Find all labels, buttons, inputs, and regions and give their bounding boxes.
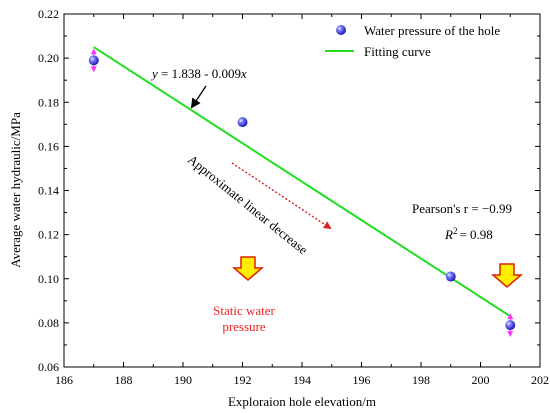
down-arrow-left — [231, 256, 265, 281]
trend-arrow — [231, 162, 332, 230]
x-tick-label: 198 — [412, 373, 430, 387]
y-tick-label: 0.16 — [38, 139, 59, 153]
y-tick-label: 0.08 — [38, 316, 59, 330]
x-tick-label: 200 — [472, 373, 490, 387]
y-tick-label: 0.12 — [38, 228, 59, 242]
tick-layer: 186 188 190 192 194 196 198 200 202 0.06 0.08 0.10 0… — [38, 7, 549, 387]
trend-annotation: Approximate linear decrease — [185, 152, 311, 258]
error-bar-cap-up — [507, 313, 514, 320]
x-tick-label: 190 — [174, 373, 192, 387]
y-tick-label: 0.14 — [38, 184, 59, 198]
y-tick-label: 0.22 — [38, 7, 59, 21]
x-tick-label: 188 — [115, 373, 133, 387]
y-axis-label: Average water hydraulic/MPa — [8, 112, 23, 268]
error-bar-cap-up — [90, 48, 97, 55]
y-tick-label: 0.10 — [38, 272, 59, 286]
x-tick-label: 196 — [353, 373, 371, 387]
x-tick-label: 194 — [293, 373, 311, 387]
y-tick-label: 0.18 — [38, 95, 59, 109]
y-tick-label: 0.20 — [38, 51, 59, 65]
down-arrow-right — [490, 263, 524, 288]
x-tick-label: 192 — [234, 373, 252, 387]
data-point — [237, 117, 248, 128]
x-tick-label: 186 — [55, 373, 73, 387]
legend-marker-points — [336, 25, 346, 35]
static-water-label-line1: Static water — [213, 303, 275, 318]
x-axis-label: Exploraion hole elevation/m — [228, 394, 376, 409]
legend-label-line: Fitting curve — [364, 44, 431, 59]
error-bar-cap-down — [90, 66, 97, 73]
legend: Water pressure of the hole Fitting curve — [325, 23, 500, 59]
y-tick-label: 0.06 — [38, 360, 59, 374]
data-point — [505, 320, 516, 331]
error-bar-cap-down — [507, 331, 514, 338]
data-point — [445, 271, 456, 282]
pearson-annotation: Pearson's r = −0.99 — [412, 201, 512, 216]
r2-annotation: R2 = 0.98 — [444, 226, 493, 242]
legend-label-points: Water pressure of the hole — [364, 23, 500, 38]
fitting-curve-line — [93, 46, 511, 318]
x-tick-label: 202 — [531, 373, 549, 387]
static-water-label-line2: pressure — [222, 319, 266, 334]
data-point — [88, 55, 99, 66]
plot-frame — [63, 13, 541, 368]
equation-pointer-arrow — [190, 85, 207, 109]
series-layer — [88, 46, 516, 338]
equation-annotation: y = 1.838 - 0.009x — [150, 66, 247, 81]
